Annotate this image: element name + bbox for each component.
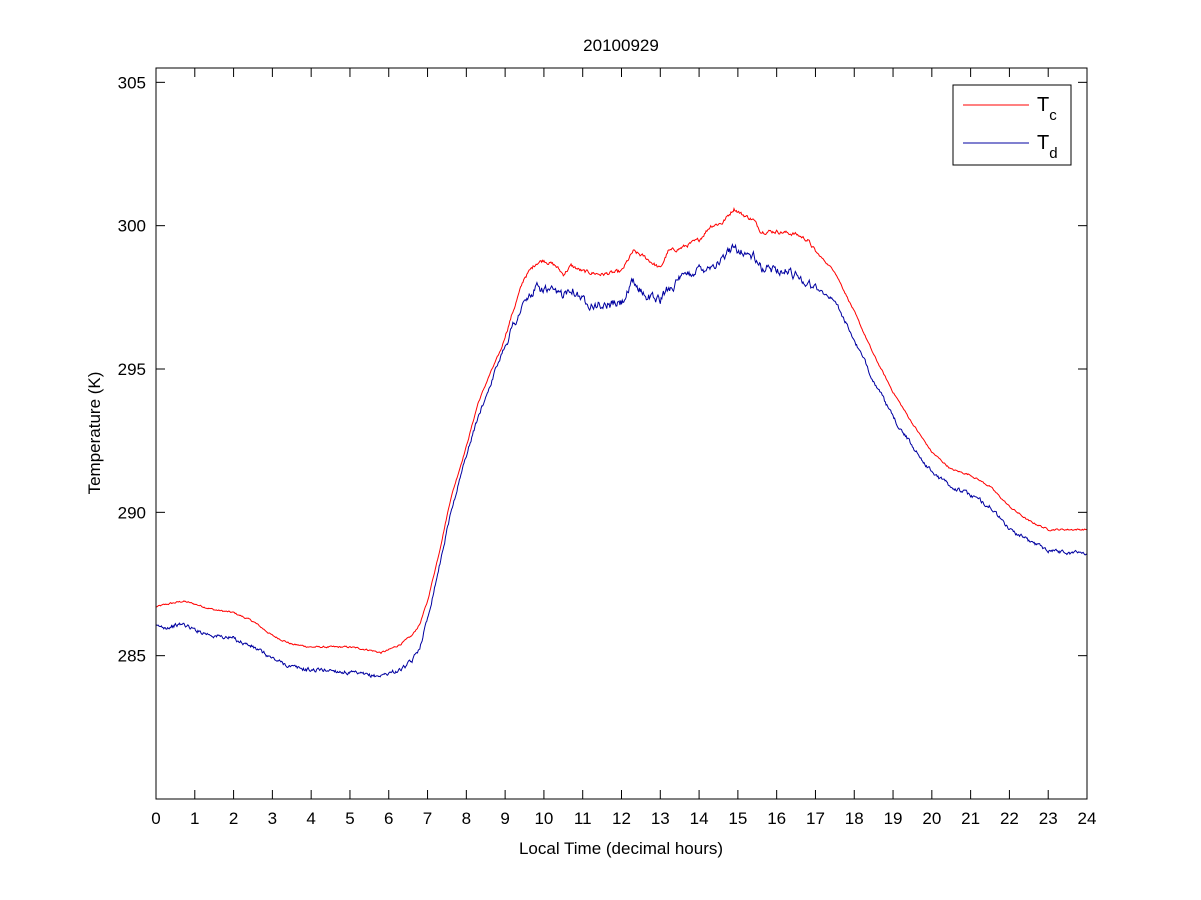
x-tick-label: 3 — [268, 809, 277, 828]
x-tick-label: 17 — [806, 809, 825, 828]
y-axis: 285 290 295 300 305 — [118, 73, 1087, 666]
x-tick-label: 6 — [384, 809, 393, 828]
x-axis: 0 1 2 3 4 5 6 7 8 9 10 11 12 13 14 15 16 17 18 19 20 21 22 23 24 — [151, 68, 1096, 828]
x-tick-label: 23 — [1039, 809, 1058, 828]
series-line-tc — [155, 206, 1088, 655]
legend-label-subscript: d — [1049, 145, 1057, 162]
x-tick-label: 4 — [306, 809, 315, 828]
x-axis-label: Local Time (decimal hours) — [519, 839, 723, 858]
x-tick-label: 10 — [534, 809, 553, 828]
y-tick-label: 305 — [118, 73, 146, 92]
x-tick-label: 0 — [151, 809, 160, 828]
x-tick-label: 5 — [345, 809, 354, 828]
x-tick-label: 13 — [651, 809, 670, 828]
x-tick-label: 7 — [423, 809, 432, 828]
x-tick-label: 11 — [574, 809, 592, 828]
x-tick-label: 16 — [767, 809, 786, 828]
legend-label-td: Td — [1037, 132, 1058, 162]
x-tick-label: 18 — [845, 809, 864, 828]
x-tick-label: 15 — [728, 809, 747, 828]
x-tick-label: 1 — [190, 809, 199, 828]
y-tick-label: 300 — [118, 217, 146, 236]
legend-label-subscript: c — [1049, 107, 1057, 124]
x-tick-label: 14 — [690, 809, 709, 828]
plot-area — [156, 68, 1087, 799]
chart-title: 20100929 — [583, 36, 659, 55]
x-tick-label: 2 — [229, 809, 238, 828]
x-tick-label: 19 — [884, 809, 903, 828]
y-tick-label: 295 — [118, 360, 146, 379]
x-tick-label: 9 — [500, 809, 509, 828]
legend-label-tc: Tc — [1037, 94, 1057, 124]
legend-label-base: T — [1037, 132, 1049, 154]
legend-label-base: T — [1037, 94, 1049, 116]
y-axis-label: Temperature (K) — [85, 372, 104, 495]
x-tick-label: 22 — [1000, 809, 1019, 828]
x-tick-label: 21 — [961, 809, 980, 828]
x-tick-label: 24 — [1078, 809, 1097, 828]
series-line-td — [155, 243, 1088, 679]
x-tick-label: 8 — [462, 809, 471, 828]
x-tick-label: 20 — [922, 809, 941, 828]
y-tick-label: 285 — [118, 647, 146, 666]
series-layer — [155, 206, 1088, 679]
x-tick-label: 12 — [612, 809, 631, 828]
y-tick-label: 290 — [118, 503, 146, 522]
legend-box — [952, 84, 1072, 166]
